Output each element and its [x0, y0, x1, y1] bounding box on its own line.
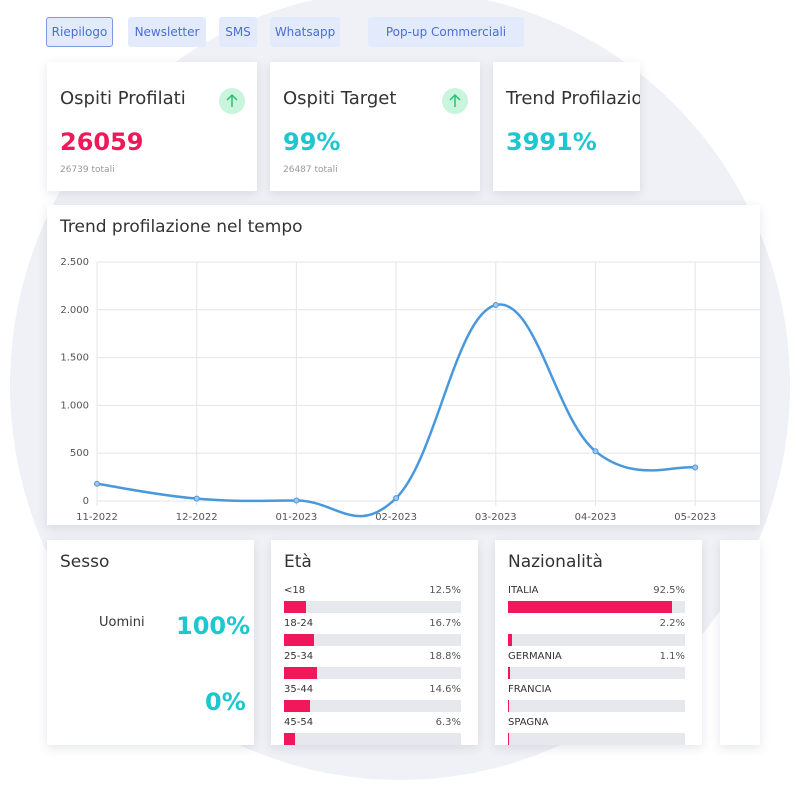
row-label: SPAGNA — [508, 717, 549, 728]
cut-card — [720, 540, 760, 745]
bar — [508, 667, 510, 679]
kpi-value: 26059 — [60, 128, 144, 156]
row-label: ITALIA — [508, 585, 539, 596]
bar-track — [508, 601, 685, 613]
up-icon — [219, 88, 245, 114]
bar-track — [508, 733, 685, 745]
bar-track — [284, 667, 461, 679]
kpi-card: Ospiti Profilati 26059 26739 totali — [47, 62, 257, 191]
x-tick-label: 12-2022 — [176, 512, 218, 523]
line — [96, 303, 696, 518]
row-value-label: 6.3% — [435, 717, 461, 728]
point — [692, 464, 699, 471]
up-icon — [442, 88, 468, 114]
bar — [284, 667, 318, 679]
sesso-card: Sesso Uomini 100% 0% — [47, 540, 254, 745]
bar — [284, 700, 310, 712]
x-tick-label: 02-2023 — [375, 512, 417, 523]
bar-track — [508, 634, 685, 646]
bar — [284, 733, 296, 745]
bar-track — [284, 634, 461, 646]
nazionalita-card: Nazionalità ITALIA 92.5% 2.2% GERMANIA 1.1% F… — [495, 540, 702, 745]
row-label: 35-44 — [284, 684, 314, 695]
x-tick-label: 04-2023 — [575, 512, 617, 523]
x-tick-label: 05-2023 — [674, 512, 716, 523]
bar — [508, 700, 510, 712]
bar-track — [508, 667, 685, 679]
kpi-value: 99% — [283, 128, 341, 156]
spacer — [640, 62, 718, 191]
kpi-title: Ospiti Target — [283, 88, 397, 109]
kpi-value: 3991% — [506, 128, 597, 156]
bar-track — [284, 601, 461, 613]
point — [94, 480, 100, 487]
y-tick-label: 1.500 — [60, 353, 89, 364]
gender-value: 100% — [176, 612, 251, 640]
row-label: FRANCIA — [508, 684, 552, 695]
arrow — [449, 93, 461, 107]
row-value-label: 16.7% — [429, 618, 461, 629]
gender-label: Uomini — [99, 615, 145, 630]
tab[interactable]: Whatsapp — [270, 17, 340, 47]
tab[interactable]: Pop-up Commerciali — [368, 17, 524, 47]
x-tick-label: 01-2023 — [276, 512, 318, 523]
bar — [508, 634, 512, 646]
row-label: <18 — [284, 585, 306, 596]
bar — [508, 733, 510, 745]
row-label: GERMANIA — [508, 651, 562, 662]
tab[interactable]: Newsletter — [128, 17, 206, 47]
card-title: Età — [284, 552, 312, 572]
point — [492, 302, 499, 309]
kpi-title: Trend Profilazio — [506, 88, 640, 109]
row-value-label: 2.2% — [659, 618, 685, 629]
line-chart: 0 500 1.000 1.500 2.000 2.500 11-2022 12-2022 01… — [60, 257, 760, 523]
row-value-label: 92.5% — [653, 585, 685, 596]
row-label: 25-34 — [284, 651, 314, 662]
y-tick-label: 0 — [83, 496, 89, 507]
eta-card: Età <18 12.5% 18-24 16.7% 25-34 18.8% 35-44 14.… — [271, 540, 478, 745]
point — [393, 495, 400, 502]
tab[interactable]: SMS — [219, 17, 257, 47]
row-label: 45-54 — [284, 717, 314, 728]
bar — [284, 634, 314, 646]
card-title: Nazionalità — [508, 552, 603, 572]
row-value-label: 14.6% — [429, 684, 461, 695]
chart-title: Trend profilazione nel tempo — [60, 217, 303, 237]
y-tick-label: 1.000 — [60, 400, 89, 411]
kpi-title: Ospiti Profilati — [60, 88, 186, 109]
tab[interactable]: Riepilogo — [46, 17, 113, 47]
y-tick-label: 2.500 — [60, 257, 89, 268]
gender-value: 0% — [205, 688, 246, 716]
row-label: 18-24 — [284, 618, 314, 629]
kpi-card: Ospiti Target 99% 26487 totali — [270, 62, 480, 191]
bar — [508, 601, 672, 613]
arrow — [226, 93, 238, 107]
point — [193, 495, 200, 502]
card-title: Sesso — [60, 552, 110, 572]
chart-card: Trend profilazione nel tempo 0 500 1.000 1.… — [47, 205, 760, 525]
kpi-subtitle: 26487 totali — [283, 165, 338, 175]
point — [592, 448, 599, 455]
point — [293, 497, 300, 504]
x-tick-label: 03-2023 — [475, 512, 517, 523]
row-value-label: 1.1% — [659, 651, 685, 662]
kpi-subtitle: 26739 totali — [60, 165, 115, 175]
x-tick-label: 11-2022 — [76, 512, 118, 523]
bar-track — [284, 700, 461, 712]
bar-track — [284, 733, 461, 745]
kpi-card: Trend Profilazio 3991% — [493, 62, 640, 191]
row-value-label: 18.8% — [429, 651, 461, 662]
row-value-label: 12.5% — [429, 585, 461, 596]
y-tick-label: 2.000 — [60, 305, 89, 316]
y-tick-label: 500 — [70, 448, 89, 459]
bar-track — [508, 700, 685, 712]
bar — [284, 601, 307, 613]
